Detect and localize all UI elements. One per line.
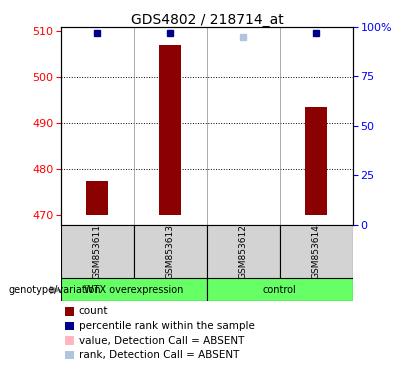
Text: count: count	[79, 306, 108, 316]
Text: GSM853613: GSM853613	[166, 224, 175, 279]
Bar	[305, 108, 327, 215]
Polygon shape	[50, 286, 62, 295]
Text: GDS4802 / 218714_at: GDS4802 / 218714_at	[131, 13, 284, 27]
Bar	[87, 181, 108, 215]
Text: rank, Detection Call = ABSENT: rank, Detection Call = ABSENT	[79, 350, 239, 360]
Text: value, Detection Call = ABSENT: value, Detection Call = ABSENT	[79, 336, 244, 346]
Bar	[134, 225, 207, 278]
Text: GSM853612: GSM853612	[239, 224, 248, 279]
Bar	[207, 278, 353, 301]
Text: WTX overexpression: WTX overexpression	[84, 285, 184, 295]
Text: GSM853611: GSM853611	[93, 224, 102, 279]
Bar	[160, 45, 181, 215]
Text: percentile rank within the sample: percentile rank within the sample	[79, 321, 255, 331]
Bar	[61, 225, 134, 278]
Bar	[280, 225, 353, 278]
Bar	[61, 278, 207, 301]
Text: genotype/variation: genotype/variation	[8, 285, 101, 295]
Bar	[207, 225, 280, 278]
Text: control: control	[263, 285, 297, 295]
Text: GSM853614: GSM853614	[312, 224, 321, 279]
